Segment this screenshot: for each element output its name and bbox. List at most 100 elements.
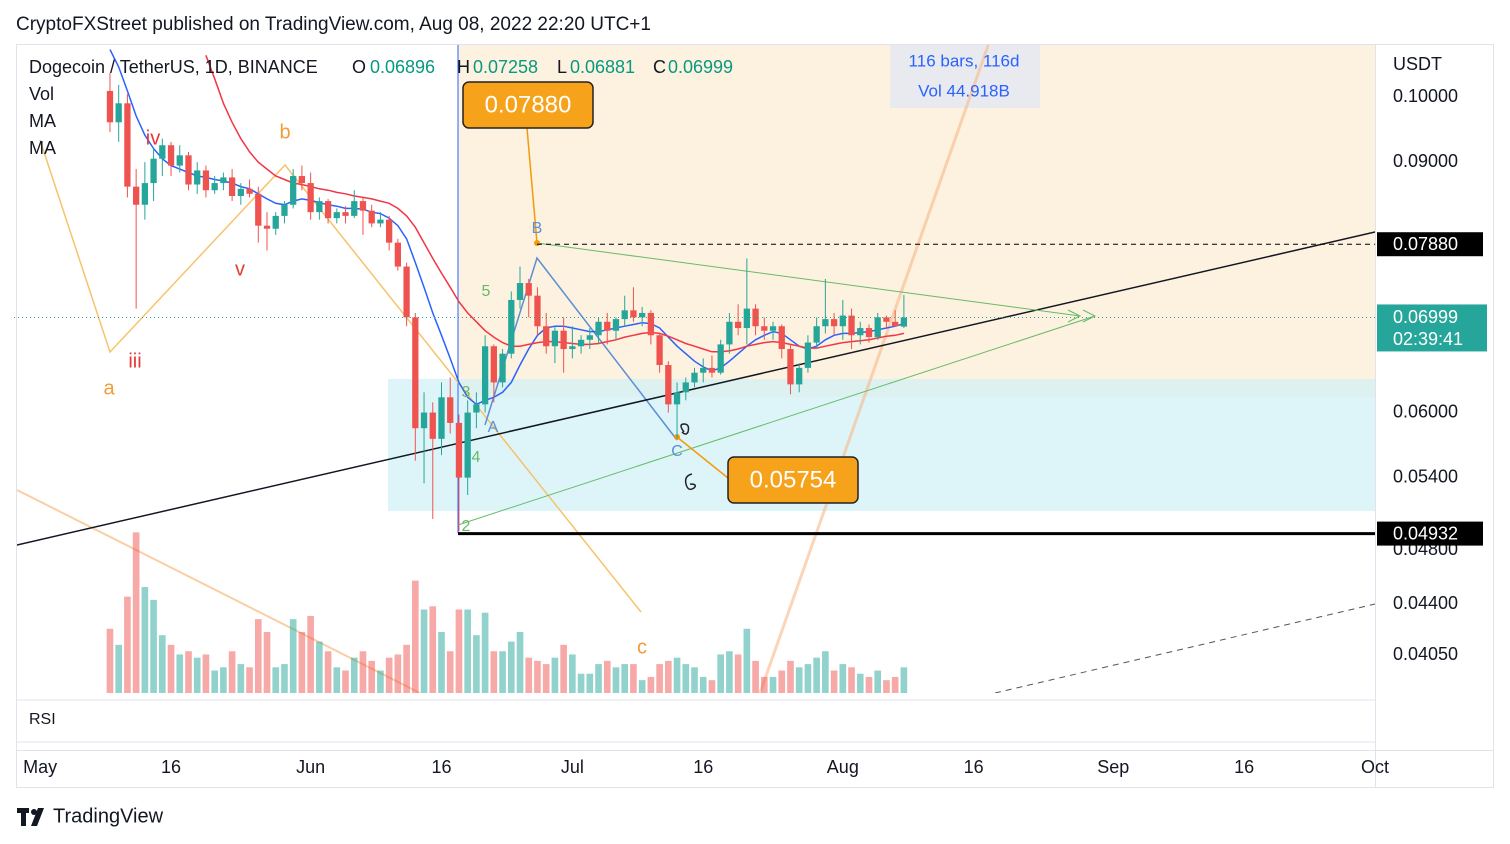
candle-body — [324, 201, 332, 219]
series-layer — [106, 49, 908, 731]
callout-dot — [534, 240, 540, 246]
y-tick-label: 0.10000 — [1393, 86, 1458, 106]
rsi-name: RSI — [29, 711, 56, 728]
candle-body — [857, 328, 864, 336]
candle-body — [194, 170, 201, 185]
price-label-box — [1377, 232, 1483, 257]
wave-label: A — [488, 419, 499, 436]
x-tick-label: May — [23, 757, 57, 777]
candle-body — [639, 312, 646, 318]
wave-label: v — [235, 258, 245, 280]
volume-bar — [551, 657, 559, 693]
candle-body — [133, 186, 140, 205]
volume-bar — [359, 651, 367, 693]
legend-key: C — [653, 57, 666, 77]
legend-key: O — [352, 57, 366, 77]
y-tick-label: 0.05400 — [1393, 466, 1458, 486]
volume-bar — [612, 667, 620, 693]
volume-bar — [298, 631, 306, 693]
volume-bar — [246, 667, 253, 693]
volume-bar — [534, 660, 541, 693]
low-value: 0.06881 — [570, 57, 635, 77]
callout-label: 0.07880 — [485, 91, 572, 118]
volume-bar — [193, 657, 201, 693]
candle-body — [167, 145, 175, 166]
candle-body — [778, 326, 785, 350]
arrow-head — [1067, 309, 1082, 323]
high-value: 0.07258 — [473, 57, 538, 77]
candle-body — [700, 367, 707, 373]
volume-bar — [324, 651, 332, 693]
wave-label: C — [671, 443, 683, 460]
candle-body — [796, 367, 803, 385]
volume-bar — [752, 660, 759, 693]
candle-body — [211, 183, 218, 191]
x-tick-label: Oct — [1361, 757, 1389, 777]
volume-bar — [743, 628, 751, 693]
candle-body — [647, 312, 655, 336]
volume-bar — [473, 635, 480, 693]
close-value: 0.06999 — [668, 57, 733, 77]
volume-bar — [839, 664, 847, 693]
volume-bar — [132, 532, 140, 693]
volume-bar — [167, 644, 175, 693]
x-tick-label: Jul — [561, 757, 584, 777]
volume-bar — [490, 651, 498, 693]
dashed-line — [994, 603, 1375, 693]
candle-body — [734, 321, 742, 329]
volume-bar — [385, 657, 393, 693]
x-tick-label: Sep — [1097, 757, 1129, 777]
candle-body — [665, 365, 672, 405]
volume-bar — [228, 651, 236, 693]
volume-bar — [455, 609, 463, 693]
volume-bar — [507, 641, 515, 693]
volume-bar — [307, 615, 314, 693]
candle-body — [839, 315, 846, 327]
volume-bar — [778, 670, 786, 693]
callout-box — [727, 456, 859, 504]
volume-bar — [586, 673, 594, 693]
wave-label: 3 — [462, 384, 471, 401]
candle-body — [403, 266, 410, 318]
handwriting — [684, 473, 697, 491]
chart-frame — [16, 44, 1494, 788]
volume-bar — [350, 657, 358, 693]
x-tick-label: 16 — [964, 757, 984, 777]
triangle-line — [457, 315, 1096, 526]
price-label: 0.04932 — [1393, 523, 1458, 543]
footer-brand: TradingView — [53, 805, 164, 827]
volume-bar — [289, 619, 297, 693]
candle-body — [787, 349, 794, 385]
support-zone — [388, 379, 1375, 511]
footer: TradingView — [17, 805, 164, 827]
volume-bar — [656, 664, 663, 693]
volume-bar — [438, 631, 445, 693]
wave-label: 4 — [472, 449, 481, 466]
candle-body — [682, 382, 689, 393]
legend: Dogecoin / TetherUS, 1D, BINANCE O 0.068… — [29, 51, 1019, 728]
candle-body — [525, 283, 532, 296]
volume-bar — [577, 673, 585, 693]
volume-bar — [822, 651, 829, 693]
volume-bar — [499, 651, 506, 693]
triangle-line — [536, 242, 1081, 317]
price-axis-unit: USDT — [1393, 54, 1442, 74]
volume-bar — [900, 667, 908, 693]
candle-body — [551, 330, 559, 347]
candle-body — [691, 372, 698, 383]
volume-bar — [682, 664, 690, 693]
price-label-box — [1377, 521, 1483, 546]
candle-body — [516, 283, 524, 300]
candle-body — [359, 201, 367, 211]
candle-body — [874, 317, 881, 338]
volume-bar — [281, 664, 288, 693]
candle-body — [185, 155, 192, 185]
candle-body — [865, 328, 873, 338]
x-tick-label: 16 — [161, 757, 181, 777]
candle-body — [543, 326, 550, 347]
rsi-line — [110, 711, 904, 731]
volume-bar — [464, 609, 471, 693]
volume-bar — [316, 641, 323, 693]
candle-body — [263, 225, 271, 229]
